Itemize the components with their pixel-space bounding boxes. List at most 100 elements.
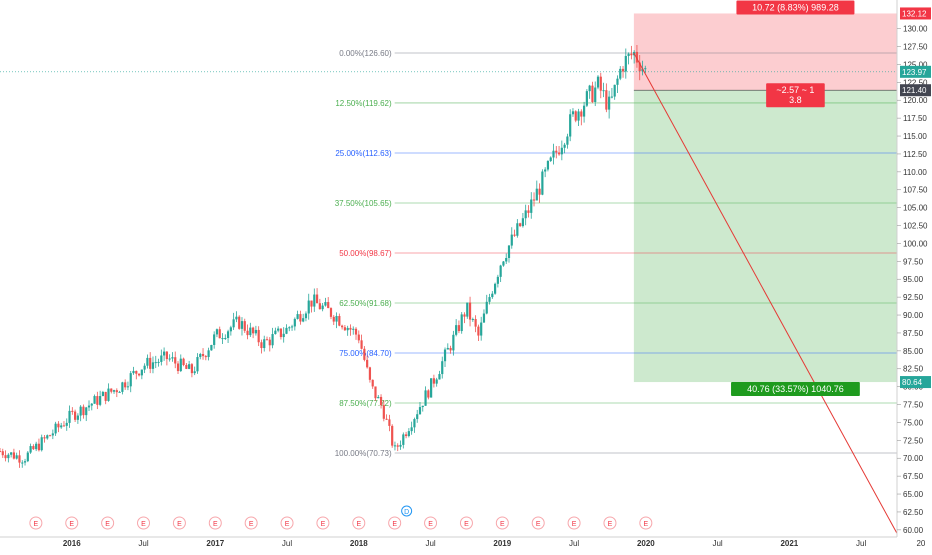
candle-body bbox=[277, 328, 280, 331]
candle-body bbox=[538, 188, 541, 195]
fib-level-label: 100.00%(70.73) bbox=[335, 449, 392, 458]
price-axis-label: 87.50 bbox=[903, 329, 924, 338]
candle-body bbox=[96, 396, 99, 405]
earnings-icon-label: E bbox=[213, 521, 218, 528]
earnings-icon[interactable] bbox=[137, 516, 151, 530]
trend-line[interactable] bbox=[633, 52, 898, 534]
candle-body bbox=[352, 328, 355, 330]
candle-body bbox=[424, 390, 427, 406]
candle-body bbox=[585, 91, 588, 106]
candle-body bbox=[57, 423, 60, 428]
candle-body bbox=[332, 316, 335, 322]
candle-body bbox=[71, 410, 74, 412]
candle-body bbox=[432, 378, 435, 384]
candle-body bbox=[263, 339, 266, 349]
earnings-icon[interactable] bbox=[459, 516, 473, 530]
earnings-icon[interactable] bbox=[29, 516, 43, 530]
candle-body bbox=[527, 210, 530, 213]
earnings-icon[interactable] bbox=[388, 516, 402, 530]
candle-body bbox=[499, 265, 502, 277]
candle-body bbox=[480, 322, 483, 336]
earnings-icon[interactable] bbox=[244, 516, 258, 530]
earnings-icon[interactable] bbox=[424, 516, 438, 530]
candle-body bbox=[199, 354, 202, 358]
earnings-icon[interactable] bbox=[208, 516, 222, 530]
candle-body bbox=[610, 96, 614, 98]
candle-body bbox=[338, 316, 341, 326]
candle-body bbox=[62, 425, 66, 427]
candle-body bbox=[302, 318, 305, 322]
candle-body bbox=[54, 423, 57, 434]
earnings-icon-label: E bbox=[177, 521, 182, 528]
time-axis-label: 2016 bbox=[63, 539, 81, 548]
candle-body bbox=[563, 144, 566, 148]
candle-body bbox=[271, 334, 274, 346]
earnings-icon[interactable] bbox=[567, 516, 581, 530]
candle-body bbox=[93, 396, 96, 404]
candle-body bbox=[474, 319, 477, 327]
candle-body bbox=[190, 364, 194, 374]
candle-body bbox=[324, 302, 327, 306]
candle-body bbox=[293, 318, 296, 327]
candle-body bbox=[232, 319, 235, 328]
candle-body bbox=[0, 451, 2, 453]
candle-body bbox=[246, 330, 249, 336]
earnings-icon-label: E bbox=[285, 521, 290, 528]
candle-body bbox=[296, 314, 299, 319]
candle-body bbox=[207, 350, 210, 358]
price-axis-label: 82.50 bbox=[903, 365, 924, 374]
candle-body bbox=[455, 325, 458, 335]
candle-body bbox=[110, 388, 113, 392]
candle-body bbox=[574, 111, 577, 121]
price-axis-label: 72.50 bbox=[903, 436, 924, 445]
earnings-icon[interactable] bbox=[495, 516, 509, 530]
candle-body bbox=[260, 342, 263, 349]
earnings-icon-label: E bbox=[392, 521, 397, 528]
fib-level-label: 12.50%(119.62) bbox=[335, 99, 392, 108]
candle-body bbox=[418, 407, 422, 415]
candle-body bbox=[619, 68, 622, 79]
candle-body bbox=[466, 302, 469, 317]
candle-body bbox=[210, 344, 213, 351]
candle-body bbox=[29, 446, 32, 453]
earnings-icon[interactable] bbox=[352, 516, 366, 530]
earnings-icon-label: E bbox=[608, 521, 613, 528]
candle-body bbox=[285, 327, 288, 334]
candle-body bbox=[129, 373, 132, 387]
price-axis-label: 100.00 bbox=[903, 239, 928, 248]
candle-body bbox=[608, 96, 611, 110]
earnings-icon[interactable] bbox=[531, 516, 545, 530]
earnings-icon[interactable] bbox=[316, 516, 330, 530]
earnings-icon-label: E bbox=[500, 521, 505, 528]
candle-body bbox=[368, 367, 372, 380]
earnings-icon[interactable] bbox=[603, 516, 617, 530]
candle-body bbox=[449, 347, 452, 351]
candle-body bbox=[140, 369, 143, 376]
candle-body bbox=[37, 443, 41, 451]
fib-level-label: 87.50%(77.72) bbox=[339, 399, 392, 408]
earnings-icon[interactable] bbox=[639, 516, 653, 530]
earnings-icon[interactable] bbox=[65, 516, 79, 530]
reward-zone bbox=[633, 90, 897, 383]
earnings-icon[interactable] bbox=[280, 516, 294, 530]
earnings-icon-label: E bbox=[34, 521, 39, 528]
price-axis-label: 130.00 bbox=[903, 25, 928, 34]
earnings-icon[interactable] bbox=[172, 516, 186, 530]
candle-body bbox=[491, 293, 494, 298]
candle-body bbox=[23, 461, 27, 463]
candle-body bbox=[157, 361, 160, 363]
dividend-icon[interactable] bbox=[401, 505, 413, 517]
price-tag bbox=[900, 7, 931, 20]
candle-body bbox=[379, 396, 383, 406]
candle-body bbox=[360, 340, 363, 349]
candle-body bbox=[441, 361, 444, 375]
candle-body bbox=[168, 358, 171, 360]
candle-body bbox=[87, 405, 91, 408]
candle-body bbox=[290, 326, 294, 328]
candle-body bbox=[613, 84, 616, 97]
earnings-icon[interactable] bbox=[101, 516, 115, 530]
candle-body bbox=[107, 388, 110, 401]
price-axis-label: 127.50 bbox=[903, 43, 928, 52]
candle-body bbox=[385, 418, 388, 420]
